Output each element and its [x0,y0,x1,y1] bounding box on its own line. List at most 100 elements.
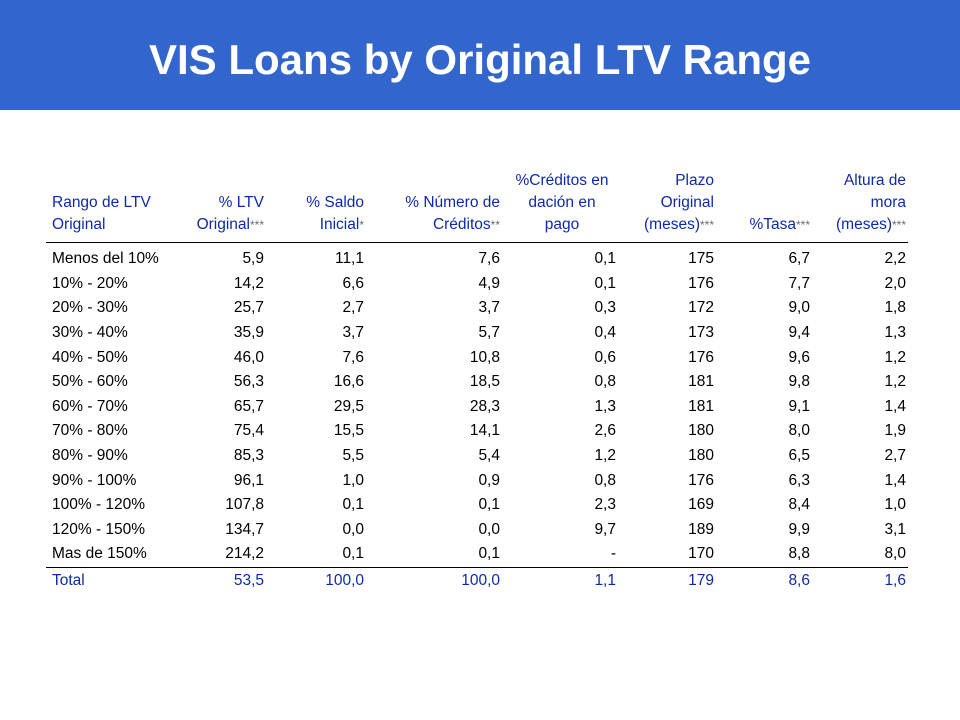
column-header-text: Original [660,194,714,211]
table-cell: 2,7 [342,299,364,317]
table-cell: 2,3 [594,496,616,514]
total-cell: 8,6 [716,566,812,594]
table-cell: 46,0 [233,348,264,366]
table-cell: 7,6 [478,250,500,268]
column-header-text: Rango de LTV [52,194,151,211]
table-cell: 9,8 [788,373,810,391]
table-cell: 1,2 [884,348,906,366]
table-cell: 0,1 [478,545,500,563]
ltv-range-cell: Menos del 10% [52,250,159,268]
table-row: 40% - 50% 46,0 7,6 10,8 0,6 176 9,6 1,2 [46,345,908,370]
table-row: 100% - 120% 107,8 0,1 0,1 2,3 169 8,4 1,0 [46,493,908,518]
table-cell: 1,3 [884,324,906,342]
table-cell: 0,1 [594,274,616,292]
table-cell: 180 [688,447,714,465]
ltv-range-cell: 20% - 30% [52,299,128,317]
table-cell: 1,9 [884,422,906,440]
table-cell: 11,1 [334,250,364,268]
table-cell: 1,4 [884,471,906,489]
table-cell: 6,5 [788,447,810,465]
table-cell: 176 [688,348,714,366]
table-cell: 1,2 [884,373,906,391]
table-row: 120% - 150% 134,7 0,0 0,0 9,7 189 9,9 3,1 [46,518,908,543]
table-cell: 1,2 [594,447,616,465]
table-cell: 85,3 [233,447,264,465]
column-header-text: % Número de [405,194,500,211]
table-cell: 9,7 [594,520,616,538]
ltv-range-cell: 50% - 60% [52,373,128,391]
table-cell: 0,6 [594,348,616,366]
column-header: %Créditos en dación en pago [502,168,618,243]
column-header-text: % LTV [218,194,264,211]
table-cell: 75,4 [233,422,264,440]
ltv-range-cell: 80% - 90% [52,447,128,465]
table-cell: 6,3 [788,471,810,489]
table-cell: 9,0 [788,299,810,317]
table-cell: 0,1 [342,545,364,563]
column-header-text: Original [196,216,250,233]
total-cell: 1,6 [812,566,908,594]
table-cell: 3,7 [342,324,364,342]
table-cell: 4,9 [478,274,500,292]
table-cell: 7,6 [342,348,364,366]
ltv-range-cell: Mas de 150% [52,545,147,563]
column-header-text: Plazo [675,172,714,189]
table-cell: 7,7 [788,274,810,292]
table-row: 50% - 60% 56,3 16,6 18,5 0,8 181 9,8 1,2 [46,370,908,395]
table-cell: 5,5 [342,447,364,465]
table-row: 20% - 30% 25,7 2,7 3,7 0,3 172 9,0 1,8 [46,296,908,321]
column-header: % Saldo Inicial* [266,168,366,243]
footnote-marker: *** [795,218,810,232]
ltv-range-cell: 10% - 20% [52,274,128,292]
table-cell: 9,6 [788,348,810,366]
table-cell: 1,8 [884,299,906,317]
table-cell: 3,7 [478,299,500,317]
column-header: % Número de Créditos** [366,168,502,243]
table-row: Menos del 10% 5,9 11,1 7,6 0,1 175 6,7 2,2 [46,243,908,272]
table-cell: 0,4 [594,324,616,342]
ltv-range-cell: 120% - 150% [52,520,146,538]
total-cell: 100,0 [266,566,366,594]
column-header: Plazo Original (meses)*** [618,168,716,243]
table-cell: 170 [688,545,714,563]
table-cell: 65,7 [233,397,264,415]
column-header-text: Créditos [432,216,491,233]
ltv-range-cell: 40% - 50% [52,348,128,366]
footnote-marker: ** [490,218,500,232]
table-cell: 18,5 [469,373,500,391]
table-cell: 0,3 [594,299,616,317]
table-cell: 29,5 [333,397,364,415]
table-cell: 134,7 [225,520,264,538]
total-cell: 53,5 [178,566,266,594]
column-header-text: Inicial [319,216,360,233]
table-cell: 35,9 [233,324,264,342]
table-cell: 107,8 [225,496,264,514]
table-cell: 14,1 [469,422,500,440]
table-cell: 9,9 [788,520,810,538]
table-cell: 173 [688,324,714,342]
table-cell: 16,6 [333,373,364,391]
table-cell: 96,1 [233,471,264,489]
column-header-text: %Créditos en [515,172,609,189]
table-cell: 8,8 [788,545,810,563]
table-cell: 10,8 [469,348,500,366]
table-cell: 176 [688,471,714,489]
table-cell: 1,3 [594,397,616,415]
table-cell: 169 [688,496,714,514]
table-cell: 0,8 [594,373,616,391]
table-cell: 176 [688,274,714,292]
column-header: % LTV Original*** [178,168,266,243]
ltv-range-cell: 70% - 80% [52,422,128,440]
ltv-table: Rango de LTV Original% LTV Original***% Sa… [46,168,908,594]
column-header-text: %Tasa [749,216,796,233]
footnote-marker: *** [249,218,264,232]
table-cell: 28,3 [469,397,500,415]
table-header-row: Rango de LTV Original% LTV Original***% Sa… [46,168,908,243]
table-row: 10% - 20% 14,2 6,6 4,9 0,1 176 7,7 2,0 [46,272,908,297]
table-row: 90% - 100% 96,1 1,0 0,9 0,8 176 6,3 1,4 [46,468,908,493]
column-header: %Tasa*** [716,168,812,243]
footnote-marker: * [359,218,364,232]
ltv-range-cell: 90% - 100% [52,471,137,489]
table-cell: 181 [688,397,714,415]
table-cell: 9,1 [788,397,810,415]
